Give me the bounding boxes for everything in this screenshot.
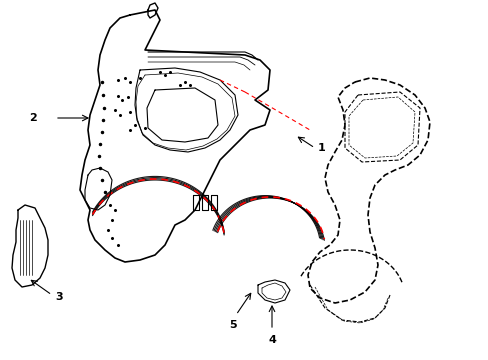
Text: 4: 4 xyxy=(267,335,275,345)
Text: 5: 5 xyxy=(229,320,236,330)
Text: 2: 2 xyxy=(29,113,37,123)
Text: 1: 1 xyxy=(317,143,325,153)
Text: 3: 3 xyxy=(55,292,62,302)
